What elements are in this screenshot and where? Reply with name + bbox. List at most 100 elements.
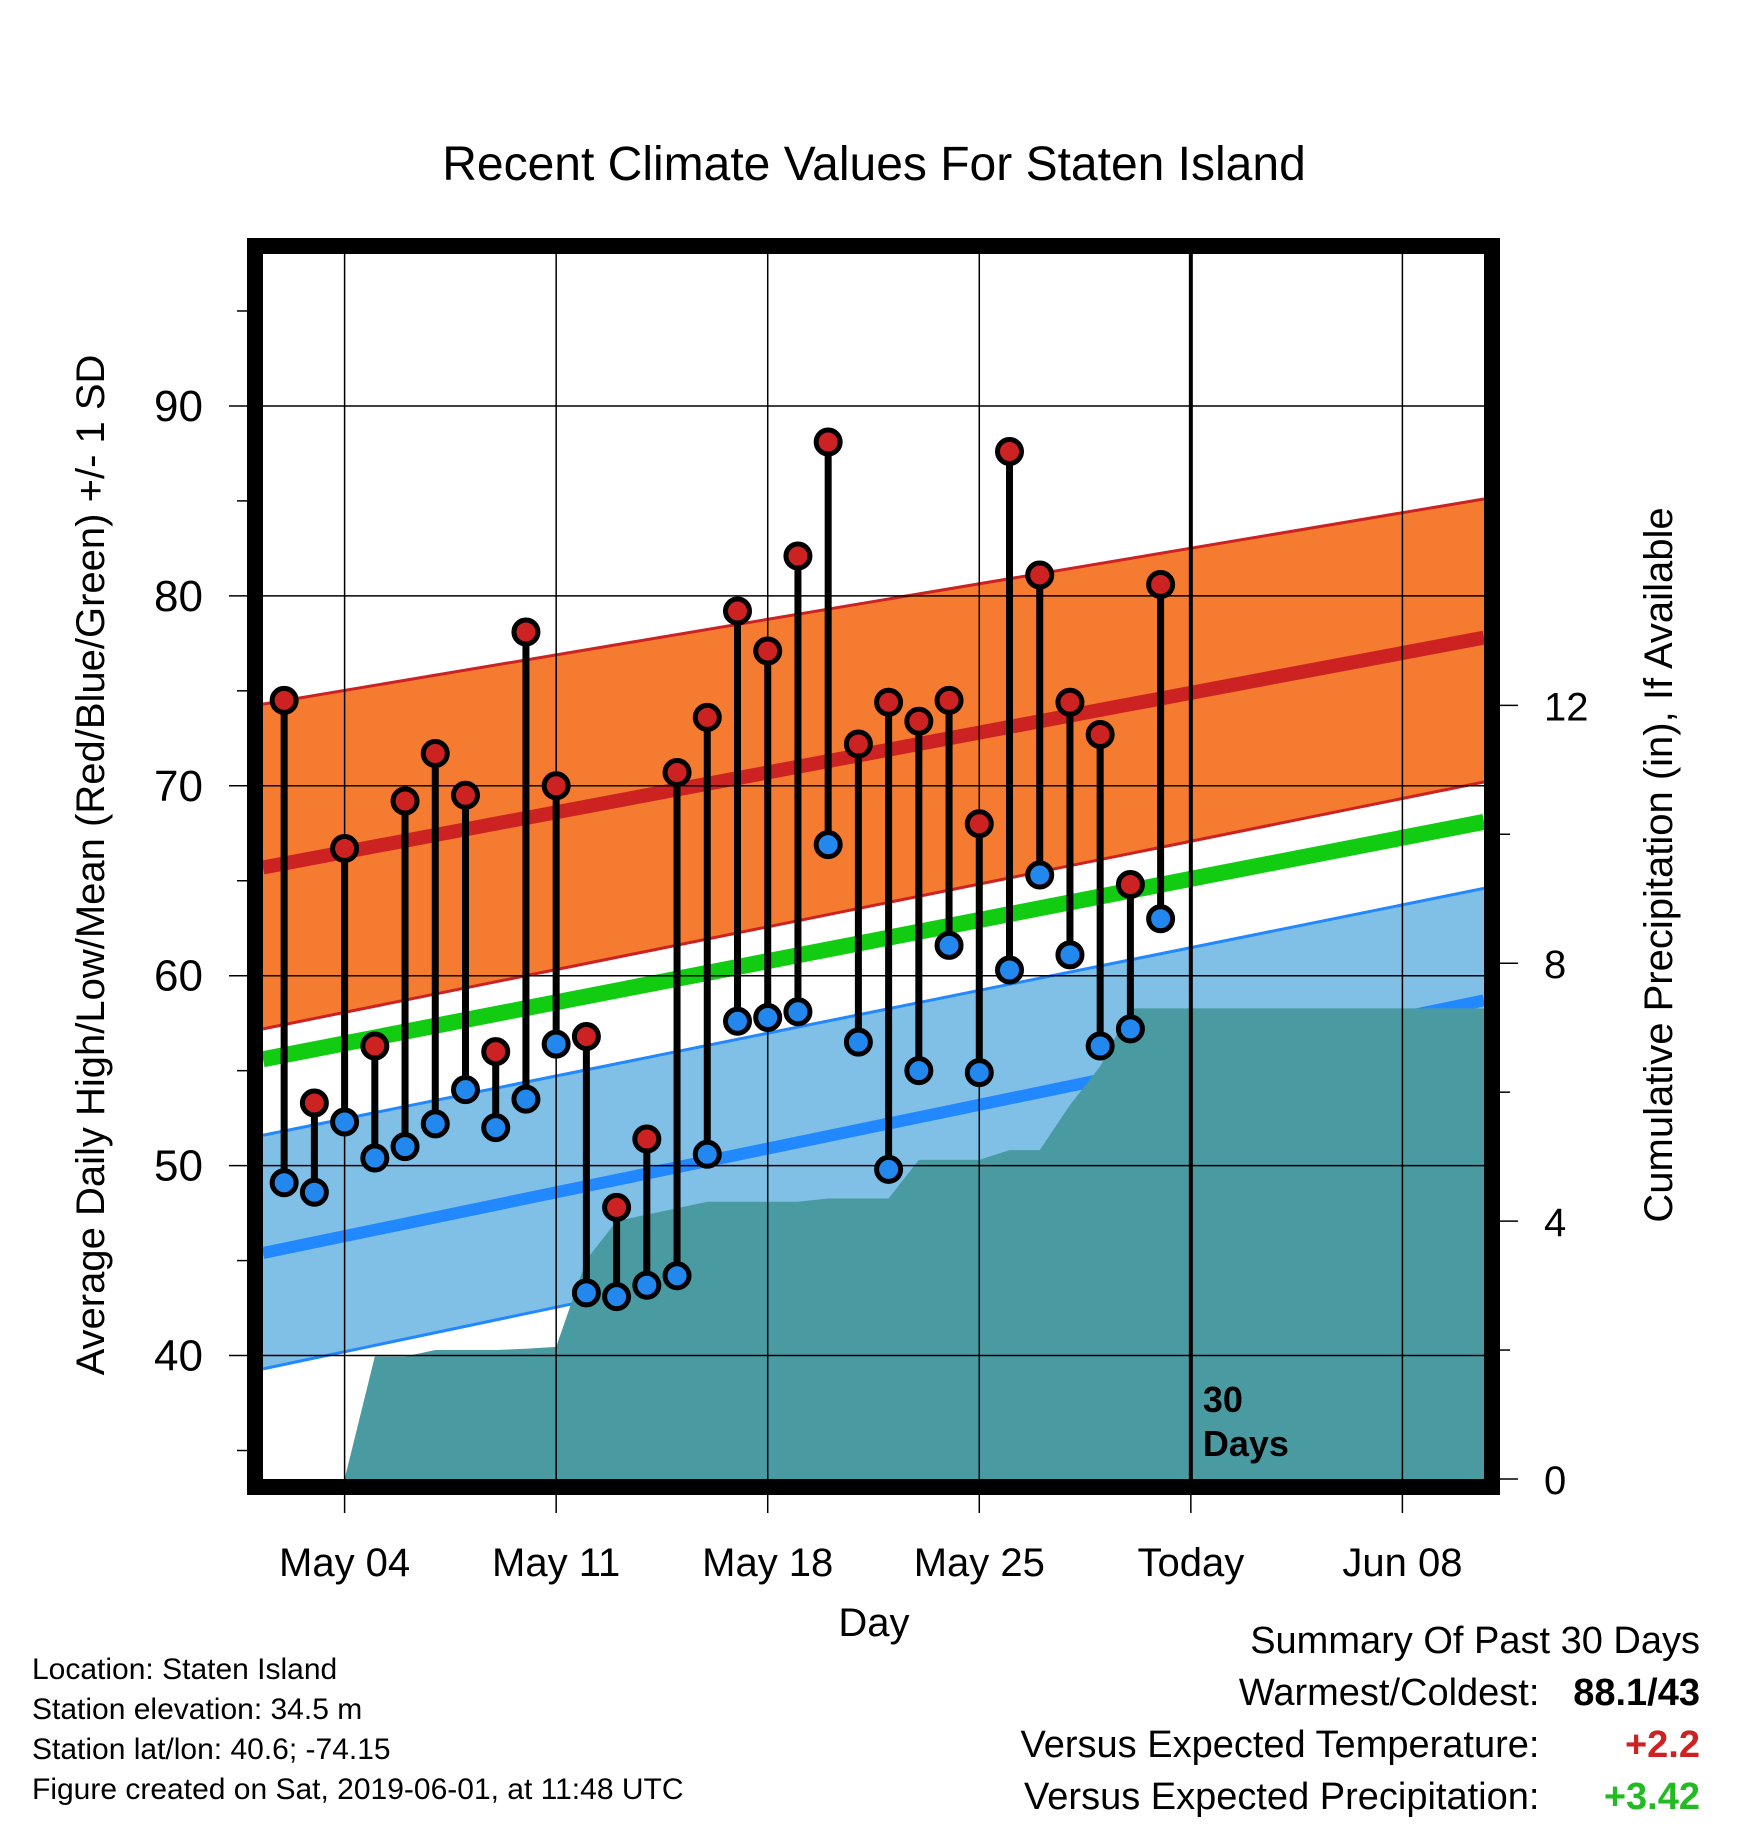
- precip-area-layer: [344, 1008, 1485, 1479]
- summary-title: Summary Of Past 30 Days: [1250, 1620, 1700, 1662]
- daily-low-dot: [964, 1058, 994, 1088]
- y-axis-label: Average Daily High/Low/Mean (Red/Blue/Gr…: [69, 355, 113, 1376]
- daily-high-dot: [904, 706, 934, 736]
- daily-low-dot: [692, 1139, 722, 1169]
- high-sd-band: [263, 499, 1484, 1029]
- daily-low-dot: [874, 1154, 904, 1184]
- created-text: Figure created on Sat, 2019-06-01, at 11…: [32, 1773, 684, 1806]
- daily-low-dot: [1085, 1031, 1115, 1061]
- temp-label: Versus Expected Temperature:: [1020, 1724, 1540, 1766]
- y-tick-label: 60: [154, 952, 203, 1001]
- daily-high-dot: [571, 1021, 601, 1051]
- axes-layer: May 04 May 11 May 18 May 25 Today Jun 0840506…: [154, 310, 1589, 1585]
- daily-low-dot: [511, 1084, 541, 1114]
- daily-low-dot: [390, 1132, 420, 1162]
- daily-high-dot: [450, 780, 480, 810]
- daily-low-dot: [269, 1168, 299, 1198]
- y2-tick-label: 4: [1544, 1201, 1566, 1245]
- daily-high-dot: [481, 1037, 511, 1067]
- daily-low-dot: [753, 1002, 783, 1032]
- daily-high-dot: [692, 702, 722, 732]
- latlon-text: Station lat/lon: 40.6; -74.15: [32, 1733, 391, 1766]
- daily-high-dot: [632, 1124, 662, 1154]
- daily-low-dot: [1115, 1014, 1145, 1044]
- daily-high-dot: [813, 427, 843, 457]
- warmest-value: 88.1/43: [1573, 1672, 1700, 1714]
- x-tick-label: Today: [1137, 1541, 1244, 1585]
- daily-high-dot: [1025, 560, 1055, 590]
- daily-low-dot: [722, 1006, 752, 1036]
- daily-high-dot: [1146, 569, 1176, 599]
- daily-low-dot: [571, 1278, 601, 1308]
- daily-low-dot: [632, 1270, 662, 1300]
- y2-tick-label: 12: [1544, 685, 1589, 729]
- chart-title: Recent Climate Values For Staten Island: [442, 138, 1306, 191]
- daily-high-dot: [722, 596, 752, 626]
- daily-low-dot: [541, 1029, 571, 1059]
- daily-range-layer: [269, 427, 1176, 1312]
- x-tick-label: May 04: [279, 1541, 410, 1585]
- daily-low-dot: [662, 1261, 692, 1291]
- summary-temp-row: Versus Expected Temperature: +2.2: [1021, 1719, 1700, 1771]
- daily-low-dot: [813, 830, 843, 860]
- temp-value: +2.2: [1624, 1724, 1700, 1766]
- daily-low-dot: [602, 1282, 632, 1312]
- daily-high-dot: [1085, 720, 1115, 750]
- summary-panel: Summary Of Past 30 Days Warmest/Coldest:…: [1021, 1615, 1700, 1823]
- x-tick-label: May 11: [492, 1541, 620, 1585]
- y-tick-label: 70: [154, 762, 203, 811]
- daily-low-dot: [843, 1027, 873, 1057]
- x-tick-label: Jun 08: [1342, 1541, 1462, 1585]
- daily-low-dot: [330, 1107, 360, 1137]
- daily-high-dot: [783, 541, 813, 571]
- daily-high-dot: [360, 1031, 390, 1061]
- summary-warmest-row: Warmest/Coldest: 88.1/43: [1021, 1667, 1700, 1719]
- daily-low-dot: [299, 1177, 329, 1207]
- daily-high-dot: [964, 809, 994, 839]
- station-info: Location: Staten Island Station elevatio…: [32, 1650, 684, 1810]
- daily-high-dot: [299, 1088, 329, 1118]
- daily-low-dot: [450, 1075, 480, 1105]
- x-axis-label: Day: [838, 1601, 909, 1645]
- today-days-label: 30 Days: [1203, 1379, 1289, 1464]
- daily-high-dot: [602, 1192, 632, 1222]
- daily-high-dot: [662, 757, 692, 787]
- daily-high-dot: [269, 685, 299, 715]
- y-tick-label: 50: [154, 1142, 203, 1191]
- y-tick-label: 40: [154, 1332, 203, 1381]
- daily-high-dot: [874, 687, 904, 717]
- y2-tick-label: 0: [1544, 1459, 1566, 1503]
- warmest-label: Warmest/Coldest:: [1238, 1672, 1540, 1714]
- daily-high-dot: [541, 771, 571, 801]
- daily-low-dot: [481, 1113, 511, 1143]
- daily-high-dot: [753, 636, 783, 666]
- daily-low-dot: [904, 1056, 934, 1086]
- daily-low-dot: [783, 997, 813, 1027]
- precip-area: [344, 1008, 1485, 1479]
- x-tick-label: May 18: [702, 1541, 833, 1585]
- daily-low-dot: [360, 1143, 390, 1173]
- plot-frame: [247, 238, 1500, 1495]
- daily-high-dot: [843, 729, 873, 759]
- daily-high-dot: [511, 617, 541, 647]
- daily-low-dot: [1146, 904, 1176, 934]
- elevation-text: Station elevation: 34.5 m: [32, 1693, 363, 1726]
- today-days-label-line: 30: [1203, 1379, 1243, 1420]
- summary-precip-row: Versus Expected Precipitation: +3.42: [1021, 1771, 1700, 1823]
- daily-low-dot: [1055, 940, 1085, 970]
- precip-label: Versus Expected Precipitation:: [1024, 1776, 1540, 1818]
- daily-low-dot: [934, 930, 964, 960]
- location-text: Location: Staten Island: [32, 1653, 338, 1686]
- plot-border: [247, 238, 1500, 1495]
- daily-high-dot: [1055, 687, 1085, 717]
- today-marker-layer: 30 Days: [1188, 254, 1289, 1479]
- y-tick-label: 80: [154, 572, 203, 621]
- y2-axis-label: Cumulative Precipitation (in), If Availa…: [1637, 507, 1681, 1222]
- x-tick-label: May 25: [914, 1541, 1045, 1585]
- today-days-label-line: Days: [1203, 1423, 1289, 1464]
- daily-high-dot: [420, 738, 450, 768]
- daily-high-dot: [934, 685, 964, 715]
- high-sd-band-upper-edge: [262, 497, 1485, 706]
- daily-high-dot: [1115, 870, 1145, 900]
- daily-low-dot: [995, 955, 1025, 985]
